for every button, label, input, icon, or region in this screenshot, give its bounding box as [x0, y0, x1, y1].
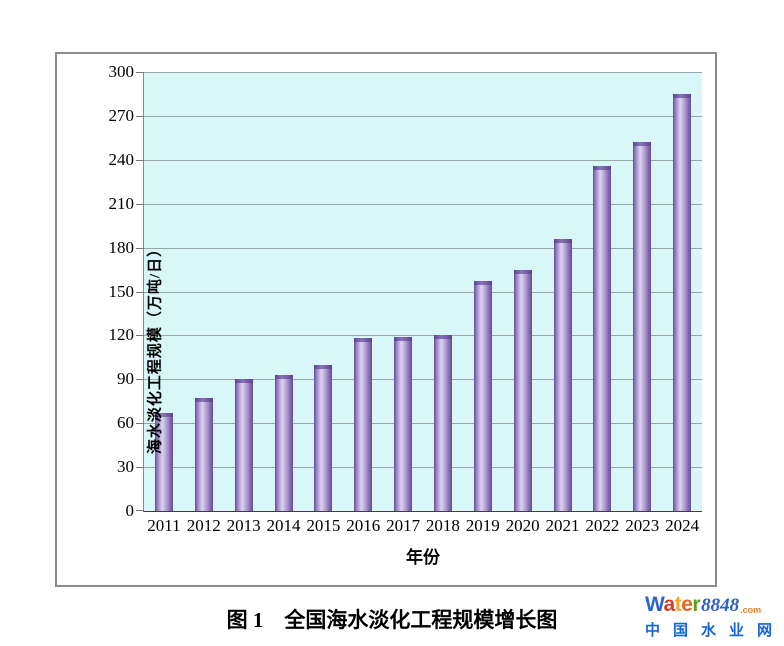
bar-2016: [354, 338, 373, 511]
bar-2013: [234, 379, 253, 511]
watermark-letter: W: [645, 593, 664, 616]
watermark-brand-number: 8848: [701, 595, 740, 616]
watermark-letter: t: [674, 593, 682, 616]
bar-2011: [154, 412, 173, 511]
y-tick-label-60: 60: [117, 413, 134, 433]
x-tick-label-2013: 2013: [226, 516, 261, 535]
bar-2021: [553, 238, 572, 511]
y-tick-label-300: 300: [108, 62, 135, 81]
x-tick-label-2022: 2022: [585, 516, 620, 535]
bar-2022: [593, 165, 612, 511]
y-tick-mark-90: [136, 379, 144, 381]
gridline-150: [144, 291, 702, 293]
bar-2020: [513, 269, 532, 511]
x-tick-label-2014: 2014: [266, 516, 301, 535]
x-tick-label-2020: 2020: [505, 516, 540, 535]
bar-2015: [314, 364, 333, 511]
watermark-logo: Water 8848 .com 中国水业网: [645, 593, 781, 640]
watermark-letter: r: [692, 593, 701, 616]
y-tick-mark-180: [136, 247, 144, 249]
bar-2024: [673, 93, 692, 511]
gridline-210: [144, 203, 702, 205]
bar-2017: [394, 336, 413, 511]
y-tick-label-180: 180: [108, 237, 135, 257]
gridline-90: [144, 379, 702, 381]
x-tick-label-2021: 2021: [545, 516, 580, 535]
y-tick-label-90: 90: [117, 369, 134, 389]
x-tick-label-2023: 2023: [625, 516, 660, 535]
plot-area: 年份 0 30 60 90 120 150 180 210 240 270 300 2011 2012 2…: [109, 63, 702, 567]
gridline-300: [144, 72, 702, 73]
y-tick-mark-60: [136, 423, 144, 425]
y-tick-mark-210: [136, 203, 144, 205]
watermark-letter: e: [681, 593, 693, 616]
bar-2019: [473, 281, 492, 511]
watermark-brand-line: Water 8848 .com: [645, 593, 781, 617]
x-tick-label-2016: 2016: [346, 516, 381, 535]
watermark-subtitle: 中国水业网: [645, 622, 784, 639]
watermark-brand-tld: .com: [740, 605, 762, 615]
y-tick-label-240: 240: [108, 149, 135, 169]
y-tick-mark-120: [136, 335, 144, 337]
x-tick-label-2015: 2015: [306, 516, 341, 535]
x-tick-label-2012: 2012: [186, 516, 221, 535]
x-axis-title: 年份: [406, 548, 440, 567]
gridline-180: [144, 247, 702, 249]
x-tick-label-2018: 2018: [425, 516, 460, 535]
y-tick-label-150: 150: [108, 281, 135, 301]
bar-2012: [194, 398, 213, 511]
watermark-brand-word: Water: [645, 593, 701, 617]
x-tick-label-2017: 2017: [386, 516, 421, 535]
y-tick-mark-300: [136, 72, 144, 73]
gridline-120: [144, 335, 702, 337]
y-tick-label-0: 0: [125, 501, 135, 520]
y-tick-label-210: 210: [108, 193, 135, 213]
x-tick-label-2019: 2019: [465, 516, 500, 535]
gridline-30: [144, 467, 702, 469]
figure-caption: 图 1 全国海水淡化工程规模增长图: [226, 608, 558, 632]
gridline-270: [144, 115, 702, 117]
y-tick-mark-270: [136, 115, 144, 117]
x-tick-label-2011: 2011: [147, 516, 181, 535]
x-tick-label-2024: 2024: [665, 516, 700, 535]
bar-2023: [633, 142, 652, 511]
y-tick-mark-150: [136, 291, 144, 293]
y-axis-title: 海水淡化工程规模（万吨/日）: [147, 240, 164, 455]
y-tick-label-30: 30: [117, 457, 134, 477]
bar-2014: [274, 374, 293, 511]
chart-frame: 年份 0 30 60 90 120 150 180 210 240 270 300 2011 2012 2…: [55, 52, 717, 587]
y-tick-mark-240: [136, 159, 144, 161]
watermark-letter: a: [663, 593, 676, 616]
gridline-240: [144, 159, 702, 161]
y-tick-mark-30: [136, 467, 144, 469]
y-tick-mark-0: [136, 510, 144, 511]
y-tick-label-270: 270: [108, 105, 135, 125]
y-tick-label-120: 120: [108, 325, 135, 345]
bar-2018: [433, 335, 452, 511]
gridline-60: [144, 423, 702, 425]
